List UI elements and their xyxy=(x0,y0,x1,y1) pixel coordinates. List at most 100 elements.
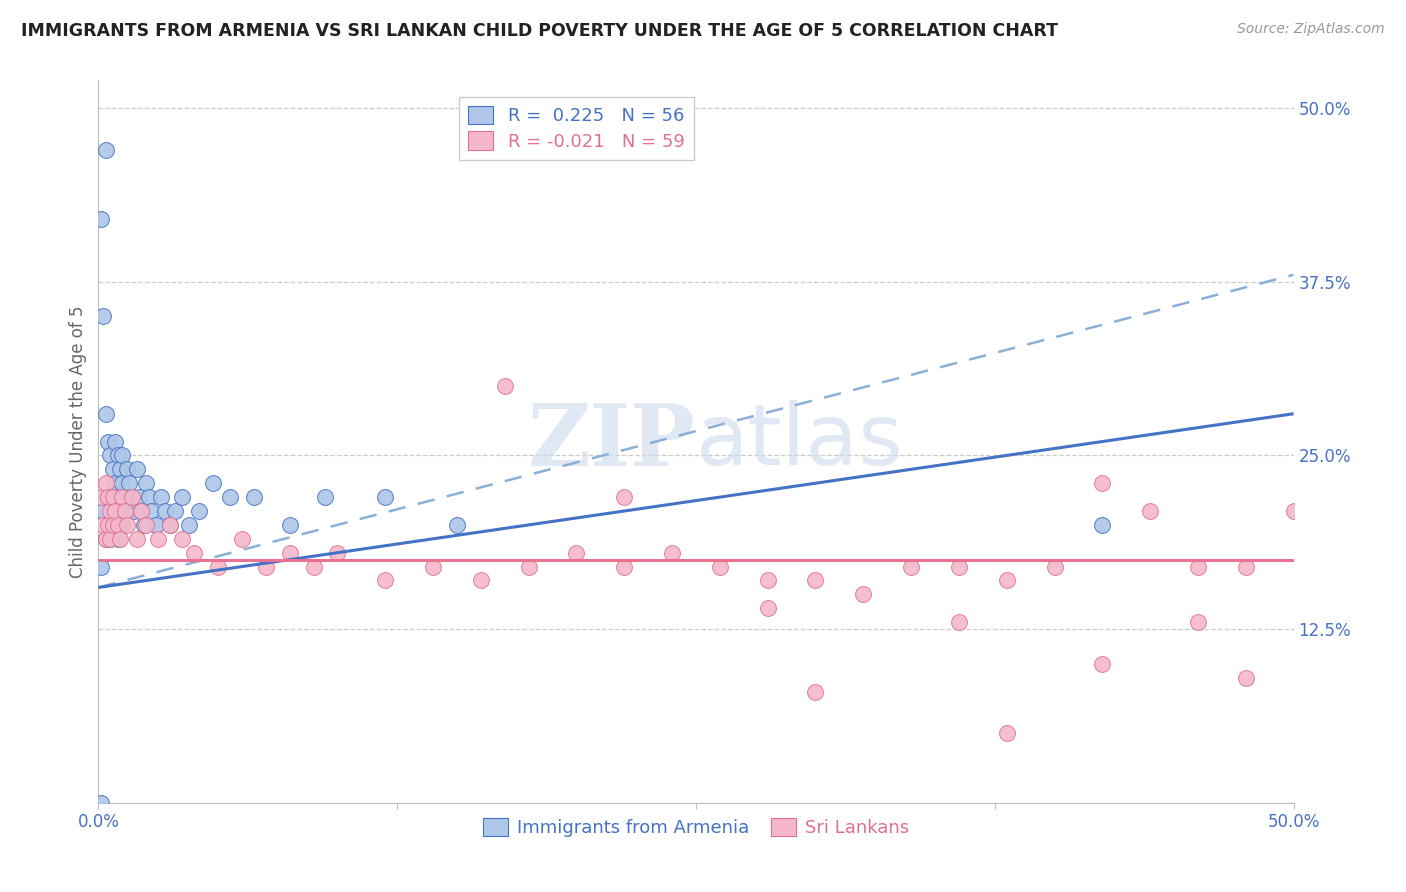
Point xyxy=(1043,559,1066,574)
Point xyxy=(108,462,131,476)
Point xyxy=(148,532,170,546)
Point xyxy=(155,504,177,518)
Point xyxy=(179,517,201,532)
Point xyxy=(94,407,117,421)
Point xyxy=(98,532,122,546)
Point xyxy=(315,490,337,504)
Point xyxy=(107,532,129,546)
Point xyxy=(422,559,444,574)
Point xyxy=(91,504,114,518)
Text: ZIP: ZIP xyxy=(529,400,696,483)
Point xyxy=(101,504,124,518)
Point xyxy=(107,449,129,463)
Point xyxy=(104,517,127,532)
Point xyxy=(111,517,134,532)
Point xyxy=(900,559,922,574)
Point xyxy=(91,517,114,532)
Point xyxy=(1139,504,1161,518)
Point xyxy=(995,726,1018,740)
Point xyxy=(374,490,396,504)
Point xyxy=(97,490,120,504)
Point xyxy=(231,532,253,546)
Point xyxy=(90,559,112,574)
Point xyxy=(90,212,112,227)
Point xyxy=(98,490,122,504)
Point xyxy=(159,517,181,532)
Point xyxy=(97,490,120,504)
Point xyxy=(1091,476,1114,491)
Point xyxy=(756,574,779,588)
Point xyxy=(804,684,827,698)
Point xyxy=(128,490,150,504)
Point xyxy=(91,310,114,324)
Point xyxy=(115,517,138,532)
Point xyxy=(111,449,134,463)
Point xyxy=(374,574,396,588)
Text: IMMIGRANTS FROM ARMENIA VS SRI LANKAN CHILD POVERTY UNDER THE AGE OF 5 CORRELATI: IMMIGRANTS FROM ARMENIA VS SRI LANKAN CH… xyxy=(21,22,1059,40)
Point xyxy=(613,490,636,504)
Point xyxy=(1234,559,1257,574)
Point xyxy=(613,559,636,574)
Point xyxy=(94,476,117,491)
Point xyxy=(278,546,301,560)
Point xyxy=(135,476,157,491)
Point xyxy=(125,462,148,476)
Point xyxy=(98,449,122,463)
Point xyxy=(163,504,186,518)
Point xyxy=(131,504,153,518)
Point xyxy=(108,532,131,546)
Point xyxy=(111,490,134,504)
Point xyxy=(138,490,160,504)
Text: atlas: atlas xyxy=(696,400,904,483)
Point xyxy=(97,434,120,449)
Point xyxy=(114,490,136,504)
Point xyxy=(104,476,127,491)
Point xyxy=(125,532,148,546)
Point xyxy=(145,517,167,532)
Point xyxy=(98,504,122,518)
Point xyxy=(104,504,127,518)
Point xyxy=(90,796,112,810)
Point xyxy=(97,517,120,532)
Point xyxy=(104,434,127,449)
Point xyxy=(948,559,970,574)
Point xyxy=(94,490,117,504)
Point xyxy=(118,476,141,491)
Point xyxy=(172,532,194,546)
Point xyxy=(852,587,875,601)
Point xyxy=(135,517,157,532)
Point xyxy=(995,574,1018,588)
Point xyxy=(90,490,112,504)
Point xyxy=(1282,504,1305,518)
Point xyxy=(183,546,205,560)
Point xyxy=(115,462,138,476)
Point xyxy=(107,517,129,532)
Point xyxy=(804,574,827,588)
Point xyxy=(709,559,731,574)
Legend: Immigrants from Armenia, Sri Lankans: Immigrants from Armenia, Sri Lankans xyxy=(475,811,917,845)
Point xyxy=(187,504,209,518)
Point xyxy=(661,546,683,560)
Point xyxy=(94,532,117,546)
Point xyxy=(278,517,301,532)
Text: Source: ZipAtlas.com: Source: ZipAtlas.com xyxy=(1237,22,1385,37)
Point xyxy=(243,490,266,504)
Point xyxy=(121,490,143,504)
Point xyxy=(565,546,588,560)
Point xyxy=(98,532,122,546)
Point xyxy=(94,532,117,546)
Point xyxy=(1091,517,1114,532)
Point xyxy=(114,504,136,518)
Point xyxy=(159,517,181,532)
Point xyxy=(446,517,468,532)
Point xyxy=(132,517,155,532)
Point xyxy=(219,490,242,504)
Point xyxy=(115,504,138,518)
Point xyxy=(101,462,124,476)
Point xyxy=(326,546,349,560)
Point xyxy=(948,615,970,630)
Point xyxy=(756,601,779,615)
Point xyxy=(149,490,172,504)
Point xyxy=(101,490,124,504)
Point xyxy=(121,490,143,504)
